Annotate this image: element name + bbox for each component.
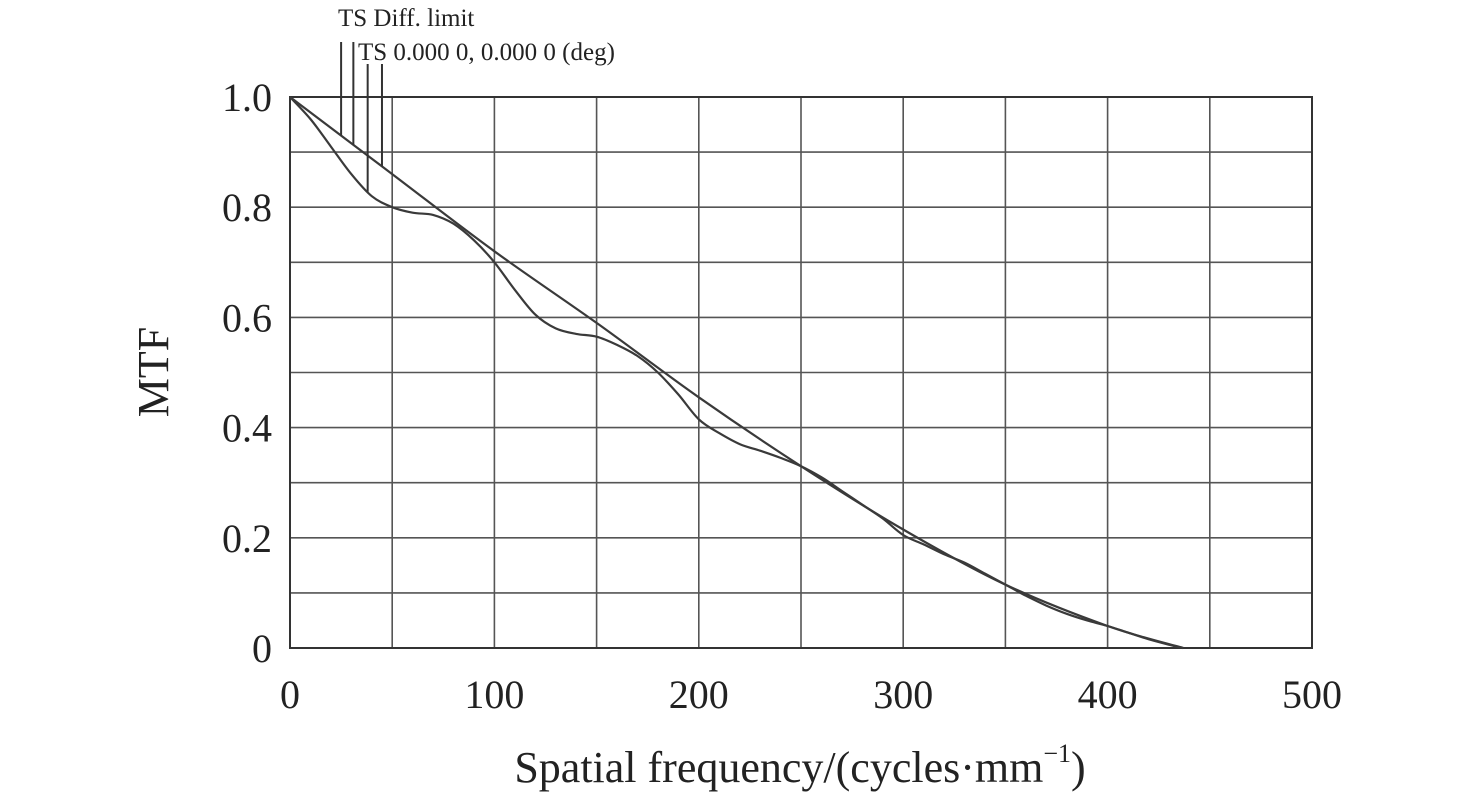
x-tick-label: 500 [1282, 672, 1342, 717]
y-axis-title: MTF [129, 327, 178, 417]
y-tick-label: 0.4 [222, 406, 272, 451]
y-tick-label: 0 [252, 626, 272, 671]
y-tick-label: 1.0 [222, 75, 272, 120]
y-tick-label: 0.2 [222, 516, 272, 561]
y-tick-label: 0.8 [222, 185, 272, 230]
series-ts-field-line [289, 96, 1184, 650]
y-tick-label: 0.6 [222, 295, 272, 340]
x-tick-label: 200 [669, 672, 729, 717]
y-tick-labels: 0 0.2 0.4 0.6 0.8 1.0 [222, 75, 272, 671]
x-tick-labels: 0 100 200 300 400 500 [280, 672, 1342, 717]
grid [290, 97, 1312, 648]
legend-label-diff-limit: TS Diff. limit [338, 5, 474, 32]
curves [289, 96, 1184, 650]
series-diff-limit-line [289, 96, 1184, 650]
x-axis-title-sup: −1 [1043, 739, 1071, 768]
x-tick-label: 400 [1078, 672, 1138, 717]
plot-frame [289, 96, 1313, 649]
x-tick-label: 300 [873, 672, 933, 717]
x-tick-label: 0 [280, 672, 300, 717]
legend: TS Diff. limit TS 0.000 0, 0.000 0 (deg) [338, 5, 615, 192]
x-axis-title: Spatial frequency/(cycles·mm−1) [514, 739, 1085, 792]
x-axis-title-close: ) [1071, 743, 1086, 792]
legend-label-ts-field: TS 0.000 0, 0.000 0 (deg) [358, 39, 615, 66]
x-axis-title-main: Spatial frequency/(cycles·mm [514, 743, 1043, 792]
x-tick-label: 100 [464, 672, 524, 717]
